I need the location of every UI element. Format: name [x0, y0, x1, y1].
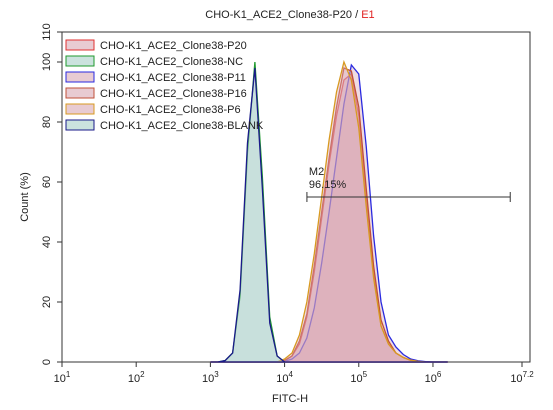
histogram-curve	[210, 67, 448, 363]
x-tick-exponent: 6	[437, 370, 442, 379]
title-part: E1	[361, 9, 374, 21]
y-tick-label: 40	[41, 236, 53, 248]
legend-label: CHO-K1_ACE2_Clone38-P20	[100, 40, 247, 52]
chart-title: CHO-K1_ACE2_Clone38-P20 / E1	[205, 9, 374, 21]
legend-swatch	[65, 55, 95, 67]
x-tick-label: 103	[202, 370, 219, 385]
x-tick-label: 107.2	[510, 370, 534, 385]
y-tick-label: 20	[41, 296, 53, 308]
legend-swatch	[65, 103, 95, 115]
legend-swatch	[65, 71, 95, 83]
legend-label: CHO-K1_ACE2_Clone38-BLANK	[100, 120, 264, 132]
x-tick-label: 101	[54, 370, 71, 385]
legend-swatch	[65, 39, 95, 51]
legend-label: CHO-K1_ACE2_Clone38-P6	[100, 104, 241, 116]
x-tick-base: 10	[202, 373, 214, 385]
x-axis-label: FITC-H	[272, 393, 308, 405]
x-tick-label: 106	[425, 370, 442, 385]
legend-label: CHO-K1_ACE2_Clone38-NC	[100, 56, 243, 68]
x-tick-label: 102	[128, 370, 145, 385]
x-tick-exponent: 3	[214, 370, 219, 379]
x-tick-base: 10	[510, 373, 522, 385]
y-tick-label: 110	[41, 23, 53, 41]
legend-label: CHO-K1_ACE2_Clone38-P11	[100, 72, 246, 84]
y-tick-label: 80	[41, 116, 53, 128]
x-tick-label: 105	[350, 370, 367, 385]
x-tick-base: 10	[276, 373, 288, 385]
x-tick-exponent: 2	[140, 370, 145, 379]
x-tick-exponent: 5	[363, 370, 368, 379]
legend-label: CHO-K1_ACE2_Clone38-P16	[100, 88, 247, 100]
title-part: CHO-K1_ACE2_Clone38-P20 /	[205, 9, 361, 21]
legend-swatch	[65, 119, 95, 131]
y-tick-label: 0	[41, 359, 53, 365]
legend-swatch	[65, 87, 95, 99]
x-tick-exponent: 7.2	[523, 370, 535, 379]
x-tick-base: 10	[425, 373, 437, 385]
gate-name: M2	[309, 166, 324, 178]
x-tick-label: 104	[276, 370, 293, 385]
x-tick-base: 10	[128, 373, 140, 385]
x-tick-base: 10	[54, 373, 66, 385]
y-tick-label: 100	[41, 53, 53, 71]
x-tick-exponent: 1	[66, 370, 71, 379]
y-tick-label: 60	[41, 176, 53, 188]
x-tick-base: 10	[350, 373, 362, 385]
gate-value: 96.15%	[309, 179, 347, 191]
y-axis-label: Count (%)	[19, 172, 31, 222]
x-tick-exponent: 4	[288, 370, 293, 379]
